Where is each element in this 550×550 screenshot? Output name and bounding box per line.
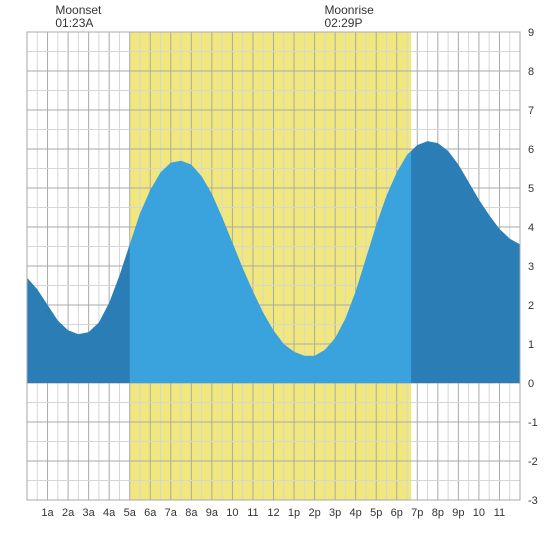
x-tick-label: 8p <box>432 507 444 519</box>
y-tick-label: 5 <box>528 183 534 195</box>
y-tick-label: -1 <box>528 417 538 429</box>
moon-rise-label: Moonrise <box>324 3 374 17</box>
x-tick-label: 9p <box>452 507 464 519</box>
chart-svg: -3-2-101234567891a2a3a4a5a6a7a8a9a101112… <box>0 0 550 550</box>
y-tick-label: -2 <box>528 456 538 468</box>
y-tick-label: 4 <box>528 222 534 234</box>
x-tick-label: 6a <box>144 507 157 519</box>
y-tick-label: 3 <box>528 261 534 273</box>
moon-set-time: 01:23A <box>55 16 93 30</box>
moon-rise-time: 02:29P <box>324 16 362 30</box>
y-tick-label: 1 <box>528 339 534 351</box>
x-tick-label: 1p <box>288 507 300 519</box>
x-tick-label: 6p <box>391 507 403 519</box>
x-tick-label: 5p <box>370 507 382 519</box>
x-tick-label: 2a <box>62 507 75 519</box>
x-tick-label: 3a <box>83 507 96 519</box>
x-tick-label: 11 <box>494 507 505 519</box>
y-tick-label: -3 <box>528 495 538 507</box>
y-tick-label: 0 <box>528 378 534 390</box>
y-tick-label: 2 <box>528 300 534 312</box>
x-tick-label: 9a <box>206 507 219 519</box>
x-tick-label: 7a <box>165 507 178 519</box>
x-tick-label: 8a <box>185 507 198 519</box>
x-tick-label: 11 <box>247 507 258 519</box>
x-tick-label: 4p <box>350 507 362 519</box>
tide-chart: -3-2-101234567891a2a3a4a5a6a7a8a9a101112… <box>0 0 550 550</box>
x-tick-label: 10 <box>473 507 485 519</box>
y-tick-label: 9 <box>528 27 534 39</box>
y-tick-label: 8 <box>528 66 534 78</box>
x-tick-label: 7p <box>411 507 423 519</box>
y-tick-label: 6 <box>528 144 534 156</box>
x-tick-label: 3p <box>329 507 341 519</box>
x-tick-label: 4a <box>103 507 116 519</box>
x-tick-label: 1a <box>41 507 54 519</box>
x-tick-label: 5a <box>124 507 137 519</box>
x-tick-label: 10 <box>226 507 238 519</box>
moon-set-label: Moonset <box>55 3 102 17</box>
y-tick-label: 7 <box>528 105 534 117</box>
x-tick-label: 12 <box>267 507 279 519</box>
x-tick-label: 2p <box>308 507 320 519</box>
